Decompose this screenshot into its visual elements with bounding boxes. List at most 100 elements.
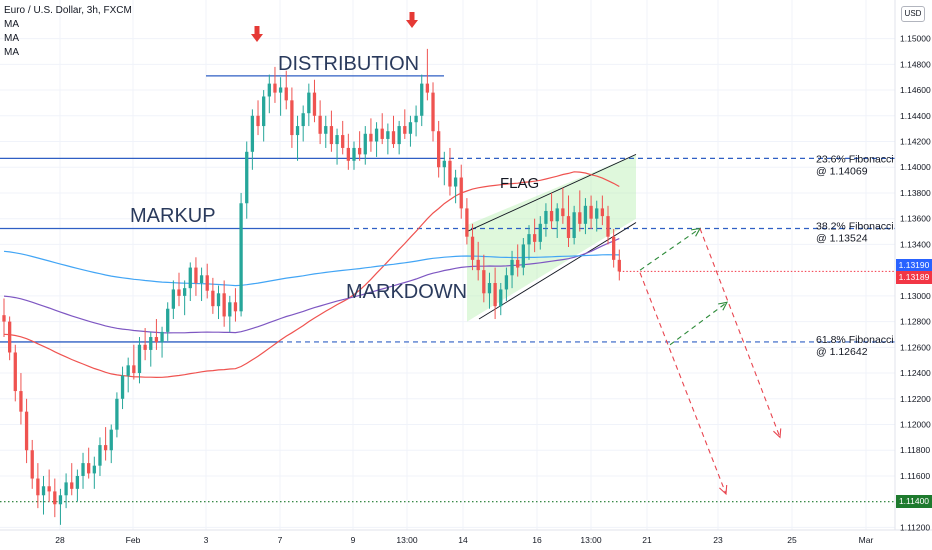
candle-up (374, 128, 379, 142)
fib-level-name: 38.2% Fibonacci (816, 220, 894, 232)
price-tick-label: 1.13800 (900, 188, 931, 198)
candle-down (154, 337, 159, 343)
candle-down (357, 147, 362, 155)
time-tick-label: 16 (532, 535, 542, 545)
candle-up (408, 122, 413, 134)
candle-down (70, 482, 74, 489)
candle-down (205, 275, 209, 291)
ma-legend-2[interactable]: MA (4, 33, 19, 44)
bearish-projection-arrow (639, 272, 727, 495)
candle-down (459, 177, 463, 209)
candle-down (561, 208, 565, 217)
horizontal-levels (0, 75, 895, 503)
candle-up (228, 302, 232, 317)
candle-down (284, 87, 288, 101)
time-tick-label: 13:00 (580, 535, 602, 545)
candle-up (335, 135, 339, 145)
candle-down (7, 321, 12, 353)
candle-up (171, 289, 175, 309)
candle-down (143, 344, 147, 350)
candle-down (103, 445, 108, 451)
price-tick-label: 1.13400 (900, 239, 931, 249)
time-tick-label: 9 (351, 535, 356, 545)
peak-marker-arrow (409, 12, 415, 20)
candle-up (166, 308, 170, 332)
candle-down (617, 259, 621, 272)
price-axis[interactable]: 1.15000 1.14800 1.14600 1.14400 1.14200 1.140… (900, 34, 931, 533)
price-tick-label: 1.12400 (900, 368, 931, 378)
candle-up (301, 113, 305, 127)
candle-up (81, 463, 85, 476)
flag-upper-line (466, 153, 637, 232)
pullback-projection-arrow-head (718, 301, 729, 311)
time-axis[interactable]: 28 Feb 3 7 9 13:00 14 16 13:00 21 23 25 Mar (55, 535, 873, 545)
candle-down (465, 208, 469, 237)
candle-down (566, 216, 571, 238)
candle-up (420, 83, 424, 116)
currency-badge[interactable]: USD (901, 6, 925, 22)
annotations: DISTRIBUTION MARKUP MARKDOWN FLAG 23.6% Fibo… (130, 53, 894, 358)
candle-up (75, 475, 80, 489)
candle-down (36, 478, 40, 496)
peak-marker-arrow (254, 26, 260, 34)
chart-title[interactable]: Euro / U.S. Dollar, 3h, FXCM (4, 5, 132, 16)
candle-up (453, 177, 458, 187)
time-tick-label: 28 (55, 535, 65, 545)
candle-down (532, 234, 537, 242)
candle-down (600, 208, 605, 217)
candle-up (182, 288, 187, 296)
pullback-projection-arrow (669, 301, 728, 346)
candle-down (425, 83, 430, 93)
price-tick-label: 1.14400 (900, 111, 931, 121)
candle-down (318, 115, 322, 134)
ma-legend-3[interactable]: MA (4, 47, 19, 58)
candle-up (126, 365, 130, 376)
candle-up (160, 331, 164, 343)
candle-down (19, 391, 23, 412)
fib-level-value: @ 1.14069 (816, 165, 868, 177)
candle-down (437, 131, 441, 168)
candle-up (324, 126, 328, 134)
bearish-projection-arrow-2-head (773, 428, 782, 439)
candle-up (386, 131, 390, 139)
time-tick-label: Mar (859, 535, 874, 545)
candle-up (64, 482, 68, 496)
price-tick-label: 1.11800 (900, 445, 930, 455)
candle-up (504, 275, 509, 290)
price-tick-label: 1.13000 (900, 291, 931, 301)
time-tick-label: Feb (126, 535, 141, 545)
close-price-tag: 1.13189 (896, 271, 932, 285)
candle-up (499, 289, 503, 307)
candle-up (115, 398, 119, 430)
ma-legend-1[interactable]: MA (4, 19, 19, 30)
candle-down (273, 83, 277, 93)
candle-up (109, 429, 113, 451)
candle-down (222, 293, 226, 317)
candle-up (58, 495, 63, 505)
bearish-projection-arrow-2 (699, 228, 781, 438)
last-price-tag: 1.13190 (896, 258, 932, 272)
candle-down (53, 491, 57, 505)
candle-up (149, 337, 153, 350)
candle-down (211, 290, 215, 307)
candle-down (24, 411, 29, 451)
candle-down (312, 92, 317, 116)
candle-down (256, 115, 260, 127)
candle-up (262, 96, 266, 127)
price-tick-label: 1.11600 (900, 471, 930, 481)
candle-up (442, 160, 446, 168)
price-tick-label: 1.12200 (900, 394, 931, 404)
candle-down (346, 147, 350, 161)
fib-level-name: 23.6% Fibonacci (816, 153, 894, 165)
candle-up (363, 133, 367, 155)
grid-lines (0, 0, 895, 530)
candle-down (589, 205, 593, 219)
price-tick-label: 1.14800 (900, 59, 931, 69)
candle-down (329, 126, 334, 145)
price-tick-label: 1.12000 (900, 420, 931, 430)
candle-up (250, 115, 255, 152)
candle-up (295, 126, 300, 136)
candle-up (583, 205, 588, 224)
price-tick-label: 1.11200 (900, 522, 930, 532)
